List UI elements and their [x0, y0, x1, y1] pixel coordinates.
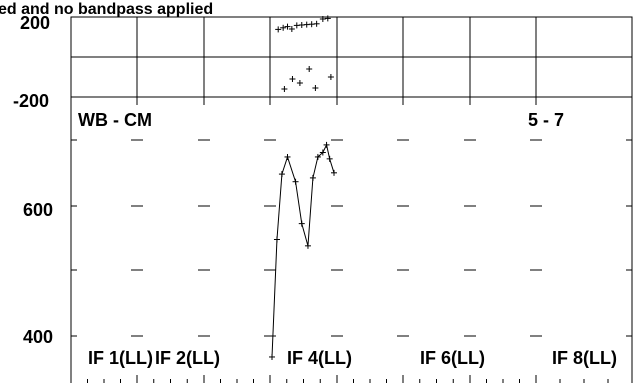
if-label-6: IF 6(LL) — [420, 348, 485, 368]
plot-frame — [71, 17, 632, 383]
phase-point — [325, 15, 331, 21]
amplitude-point — [327, 156, 333, 162]
phase-point — [328, 74, 334, 80]
baseline-label: WB - CM — [78, 110, 152, 130]
tick-label-phase-bottom: -200 — [13, 91, 49, 111]
amplitude-point — [299, 221, 305, 227]
amplitude-point — [269, 354, 275, 360]
amplitude-point — [293, 179, 299, 185]
tick-label-amp-600: 600 — [23, 200, 53, 220]
amplitude-point — [331, 170, 337, 176]
if-label-8: IF 8(LL) — [552, 348, 617, 368]
if-label-1: IF 1(LL) — [88, 348, 153, 368]
tick-label-phase-top: 200 — [20, 13, 50, 33]
plot-border — [71, 17, 632, 383]
grid — [71, 17, 632, 97]
ticks — [71, 97, 632, 383]
if-label-4: IF 4(LL) — [287, 348, 352, 368]
amplitude-point — [274, 236, 280, 242]
tick-label-amp-400: 400 — [23, 327, 53, 347]
amplitude-point — [279, 171, 285, 177]
phase-point — [312, 85, 318, 91]
amplitude-point — [285, 154, 291, 160]
if-label-2: IF 2(LL) — [155, 348, 220, 368]
phase-point — [289, 76, 295, 82]
phase-point — [306, 66, 312, 72]
amplitude-points — [269, 142, 337, 360]
amplitude-point — [324, 142, 330, 148]
amplitude-point — [310, 175, 316, 181]
phase-point — [314, 21, 320, 27]
amplitude-line — [272, 145, 334, 357]
amplitude-point — [305, 243, 311, 249]
phase-point — [281, 86, 287, 92]
phase-points — [275, 15, 334, 92]
phase-point — [297, 80, 303, 86]
stokes-label: 5 - 7 — [528, 110, 564, 130]
